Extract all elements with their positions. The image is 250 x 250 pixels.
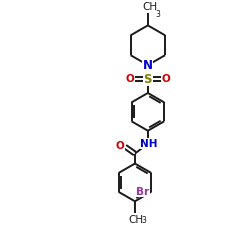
Text: O: O [125, 74, 134, 84]
Text: 3: 3 [142, 216, 147, 225]
Text: N: N [143, 59, 153, 72]
Text: O: O [115, 141, 124, 151]
Text: CH: CH [128, 215, 144, 225]
Text: 3: 3 [156, 10, 161, 19]
Text: Br: Br [136, 187, 149, 197]
Text: S: S [144, 72, 152, 86]
Text: CH: CH [142, 2, 158, 12]
Text: O: O [162, 74, 170, 84]
Text: NH: NH [140, 139, 158, 149]
